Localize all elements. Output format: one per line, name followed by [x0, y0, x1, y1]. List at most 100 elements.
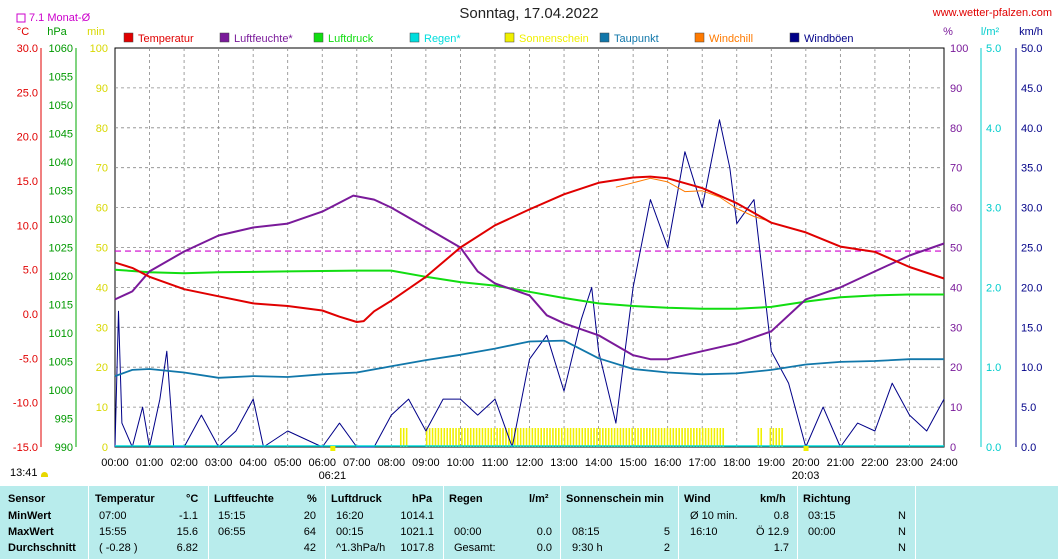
sunshine-bar [475, 428, 478, 447]
wind-tick-label: 35.0 [1021, 163, 1042, 175]
sun-unit: min [87, 26, 105, 38]
sunshine-bar [599, 428, 601, 447]
humidity-tick-label: 80 [950, 123, 962, 135]
sunshine-bar [678, 428, 680, 447]
sun-tick-label: 80 [96, 123, 108, 135]
time-tick-label: 19:00 [758, 457, 786, 469]
sunshine-bar [590, 428, 592, 447]
time-tick-label: 10:00 [447, 457, 475, 469]
sunshine-bar [716, 428, 719, 447]
sunshine-bar [760, 428, 763, 447]
time-tick-label: 17:00 [688, 457, 716, 469]
sunshine-bar [649, 428, 651, 447]
sunshine-bar [461, 428, 463, 447]
stat-cell-temp-val: 15.6 [176, 526, 198, 538]
sunshine-bar [534, 428, 537, 447]
time-tick-label: 04:00 [239, 457, 267, 469]
legend-label: Regen* [424, 33, 461, 45]
time-tick-label: 23:00 [896, 457, 924, 469]
time-tick-label: 02:00 [170, 457, 198, 469]
sunshine-bar [690, 428, 692, 447]
sunshine-bar [675, 428, 678, 447]
sunshine-bar [557, 428, 560, 447]
sunshine-bar [628, 428, 631, 447]
sunshine-bar [552, 428, 554, 447]
pressure-tick-label: 1060 [49, 43, 73, 55]
sunshine-bar [502, 428, 504, 447]
weather-chart: 30.0 25.0 20.0 15.0 10.0 5.0 0.0 -5.0 -10.0 -15.0… [13, 12, 1043, 482]
stat-cell-hum-time: 06:55 [218, 526, 246, 538]
stat-cell-press-time: 00:15 [336, 526, 364, 538]
stat-cell-press-val: 1017.8 [400, 542, 434, 554]
time-tick-label: 22:00 [861, 457, 889, 469]
humidity-unit: % [943, 26, 953, 38]
legend-label: Sonnenschein [519, 33, 589, 45]
month-average-label: 7.1 Monat-Ø [29, 12, 91, 24]
sun-tick-label: 60 [96, 203, 108, 215]
sunshine-bar [555, 428, 557, 447]
series-line-windchill [615, 177, 772, 223]
pressure-tick-label: 1050 [49, 100, 73, 112]
sunshine-bar [722, 428, 725, 447]
series-line-luftfeuchte [114, 194, 945, 361]
time-tick-label: 24:00 [930, 457, 958, 469]
stat-cell-sun-time: 9:30 h [572, 542, 603, 554]
humidity-tick-label: 60 [950, 203, 962, 215]
stat-cell-temp-val: 6.82 [176, 542, 198, 554]
header-press: Luftdruck [331, 493, 382, 505]
wind-tick-label: 40.0 [1021, 123, 1042, 135]
legend-label: Luftdruck [328, 33, 374, 45]
sunshine-bar [625, 428, 628, 447]
temp-tick-label: 30.0 [17, 43, 38, 55]
sunset-label: 20:03 [792, 470, 820, 482]
rain-tick-label: 1.0 [986, 362, 1001, 374]
humidity-tick-label: 30 [950, 322, 962, 334]
sunshine-bar [405, 428, 408, 447]
sunshine-bar [657, 428, 660, 447]
legend-swatch [219, 32, 230, 43]
rain-tick-label: 2.0 [986, 282, 1001, 294]
header-hum: Luftfeuchte [214, 493, 274, 505]
sunshine-bar [719, 428, 722, 447]
sun-tick-label: 100 [90, 43, 108, 55]
sunshine-bar [663, 428, 666, 447]
stat-cell-sun-time: 08:15 [572, 526, 600, 538]
month-average-icon [16, 13, 26, 23]
legend-swatch [599, 32, 610, 43]
legend-swatch [409, 32, 420, 43]
sunshine-bar [505, 428, 507, 447]
temp-tick-label: 25.0 [17, 87, 38, 99]
header-press-unit: hPa [412, 493, 433, 505]
sunshine-bar [537, 428, 540, 447]
temp-tick-label: -15.0 [13, 442, 38, 454]
sunshine-bar [698, 428, 701, 447]
sunshine-bar [511, 428, 513, 447]
sunshine-bar [781, 428, 783, 447]
sunshine-bar [466, 428, 469, 447]
sun-tick-label: 90 [96, 83, 108, 95]
sunshine-bar [710, 428, 713, 447]
sunshine-bar [640, 428, 642, 447]
sunshine-bar [704, 428, 707, 447]
temp-unit: °C [17, 26, 29, 38]
sunshine-bar [496, 428, 498, 447]
sunshine-bar [613, 428, 616, 447]
sunshine-bar [769, 428, 772, 447]
sunshine-bar [666, 428, 669, 447]
sunshine-bar [472, 428, 475, 447]
header-sun: Sonnenschein min [566, 493, 664, 505]
sunshine-bar [672, 428, 675, 447]
pressure-tick-label: 1030 [49, 214, 73, 226]
sunshine-bar [540, 428, 542, 447]
sun-tick-label: 20 [96, 362, 108, 374]
sunshine-bar [440, 428, 443, 447]
time-tick-label: 03:00 [205, 457, 233, 469]
sunshine-bar [693, 428, 695, 447]
stat-cell-label: MinWert [8, 510, 52, 522]
wind-unit: km/h [1019, 26, 1043, 38]
wind-tick-label: 50.0 [1021, 43, 1042, 55]
sunshine-bar [528, 428, 531, 447]
legend-swatch [313, 32, 324, 43]
stat-cell-temp-time: 07:00 [99, 510, 127, 522]
stat-cell-label: MaxWert [8, 526, 54, 538]
